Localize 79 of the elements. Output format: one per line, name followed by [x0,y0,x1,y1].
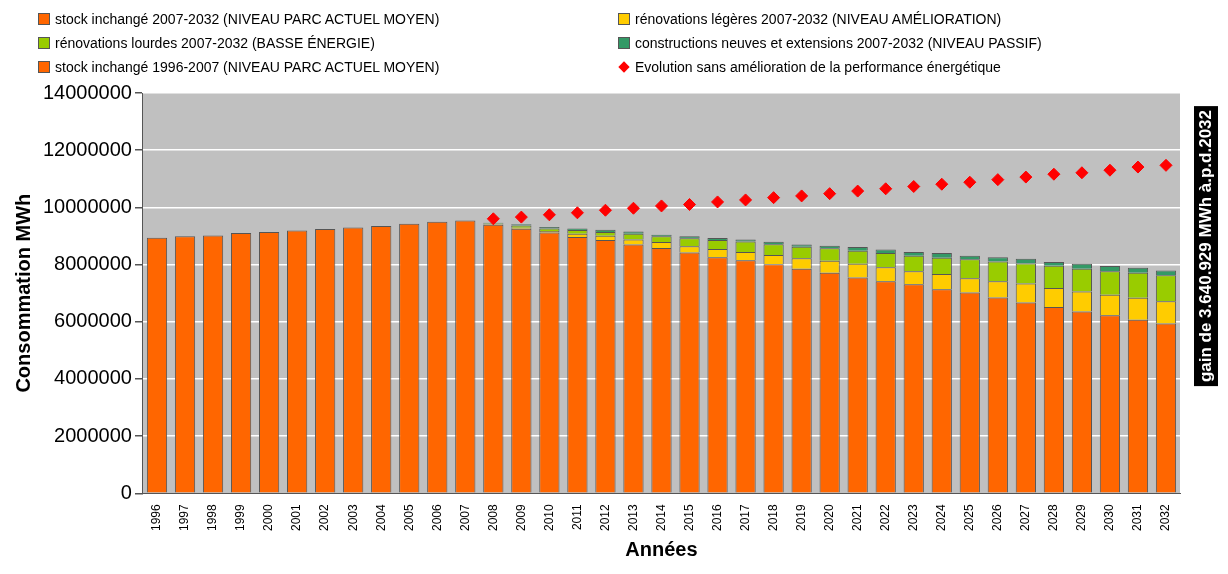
x-tick-label: 2010 [541,503,556,532]
x-tick-label: 2027 [1018,503,1033,532]
point [991,173,1005,187]
point [739,193,753,207]
x-tick-label: 1998 [205,503,220,532]
x-tick-label: 2016 [709,503,724,532]
point [767,191,781,205]
x-tick-label: 1997 [177,503,192,532]
x-tick-label: 1999 [233,503,248,532]
point [1103,163,1117,177]
y-tick-label: 4000000 [54,366,132,389]
point [1047,167,1061,181]
x-tick-label: 2018 [765,503,780,532]
x-tick-label: 2013 [625,503,640,532]
point [823,187,837,201]
point [907,180,921,193]
x-tick-label: 2032 [1158,503,1173,532]
x-tick-label: 2020 [821,503,836,532]
y-tick-label: 14000000 [43,80,132,103]
y-tick-label: 12000000 [43,137,132,160]
point [879,182,893,196]
x-tick-label: 2003 [345,503,360,532]
point [963,175,977,189]
x-tick-label: 2000 [261,503,276,532]
point [795,189,809,203]
legend-label: stock inchangé 2007-2032 (NIVEAU PARC ACTUEL MOYEN) [55,11,440,27]
x-tick-label: 2007 [457,503,472,532]
point [626,201,640,215]
x-tick-label: 2023 [906,503,921,532]
x-tick-label: 2015 [681,503,696,532]
point [851,184,865,198]
x-tick-label: 2029 [1074,503,1089,532]
x-tick-label: 2030 [1102,503,1117,532]
x-tick-label: 2009 [513,503,528,532]
legend-label: stock inchangé 1996-2007 (NIVEAU PARC ACTUEL MOYEN) [55,59,440,75]
x-tick-label: 2031 [1130,503,1145,532]
x-tick-label: 2011 [569,503,584,531]
legend-label: constructions neuves et extensions 2007-2032 (NIVEAU PASSIF) [635,35,1042,51]
x-tick-label: 2012 [597,503,612,532]
point [514,210,528,224]
point [542,208,556,222]
y-tick-label: 6000000 [54,309,132,332]
legend-label: rénovations légères 2007-2032 (NIVEAU AMÉLIORATION) [635,11,1002,27]
y-axis-title: Consommation MWh [11,193,34,393]
x-tick-label: 2004 [373,503,388,532]
point [1075,166,1089,180]
x-tick-label: 2028 [1046,503,1061,532]
y-tick-label: 10000000 [43,194,132,217]
x-tick-label: 2014 [653,503,668,532]
point [598,203,612,217]
legend-label: Evolution sans amélioration de la performance énergétique [635,59,1001,75]
x-tick-label: 2008 [485,503,500,532]
y-tick-label: 8000000 [54,252,132,275]
point [1159,158,1173,172]
text: gain de 3.640.929 MWh à.p.d.2032 [1194,106,1218,387]
legend-label: rénovations lourdes 2007-2032 (BASSE ÉNERGIE) [55,35,375,51]
x-tick-label: 2002 [317,503,332,532]
point [683,198,697,212]
point [654,199,668,213]
x-tick-label: 2026 [990,503,1005,532]
point [1131,160,1145,174]
point [570,206,584,220]
x-tick-label: 2022 [878,503,893,532]
x-tick-label: 2006 [429,503,444,532]
x-tick-label: 2024 [934,503,949,532]
point [486,212,500,226]
point [935,177,949,191]
point [711,195,725,209]
x-tick-label: 2021 [850,503,864,532]
x-tick-label: 2025 [962,503,977,532]
x-tick-label: 2017 [737,503,752,532]
y-tick-label: 0 [120,480,132,503]
x-tick-label: 1996 [149,503,164,532]
x-tick-label: 2001 [289,503,304,532]
point [1019,170,1033,184]
x-axis-title: Années [625,537,698,560]
y-tick-label: 2000000 [54,423,132,446]
x-tick-label: 2005 [401,503,416,532]
x-tick-label: 2019 [793,503,808,532]
